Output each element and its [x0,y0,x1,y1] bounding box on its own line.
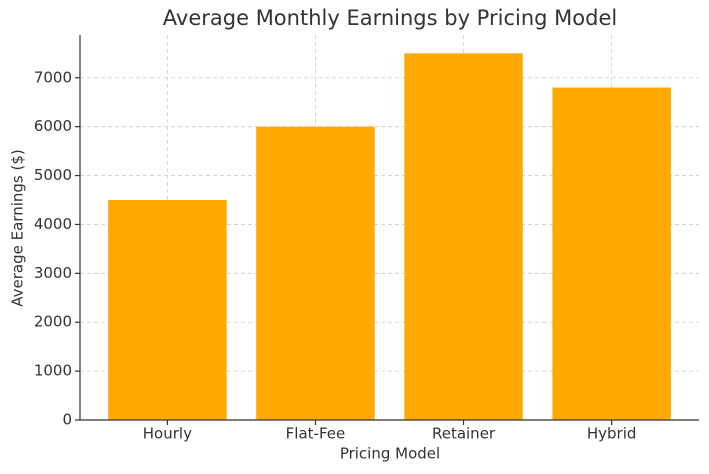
bar [108,200,227,420]
y-axis-label: Average Earnings ($) [9,149,27,306]
x-axis-label: Pricing Model [340,445,440,463]
x-tick-label: Hybrid [587,425,637,443]
y-tick-label: 0 [62,411,72,429]
y-tick-label: 2000 [34,313,72,331]
bar [256,126,375,421]
y-tick-label: 4000 [34,215,72,233]
x-tick-label: Hourly [143,425,192,443]
bar [552,87,671,421]
y-tick-label: 5000 [34,166,72,184]
x-tick-label: Flat-Fee [286,425,346,443]
y-tick-label: 1000 [34,362,72,380]
y-tick-label: 6000 [34,117,72,135]
chart-title: Average Monthly Earnings by Pricing Mode… [163,6,617,30]
y-tick-label: 3000 [34,264,72,282]
x-tick-label: Retainer [432,425,496,443]
bar [404,53,523,420]
y-tick-label: 7000 [34,68,72,86]
